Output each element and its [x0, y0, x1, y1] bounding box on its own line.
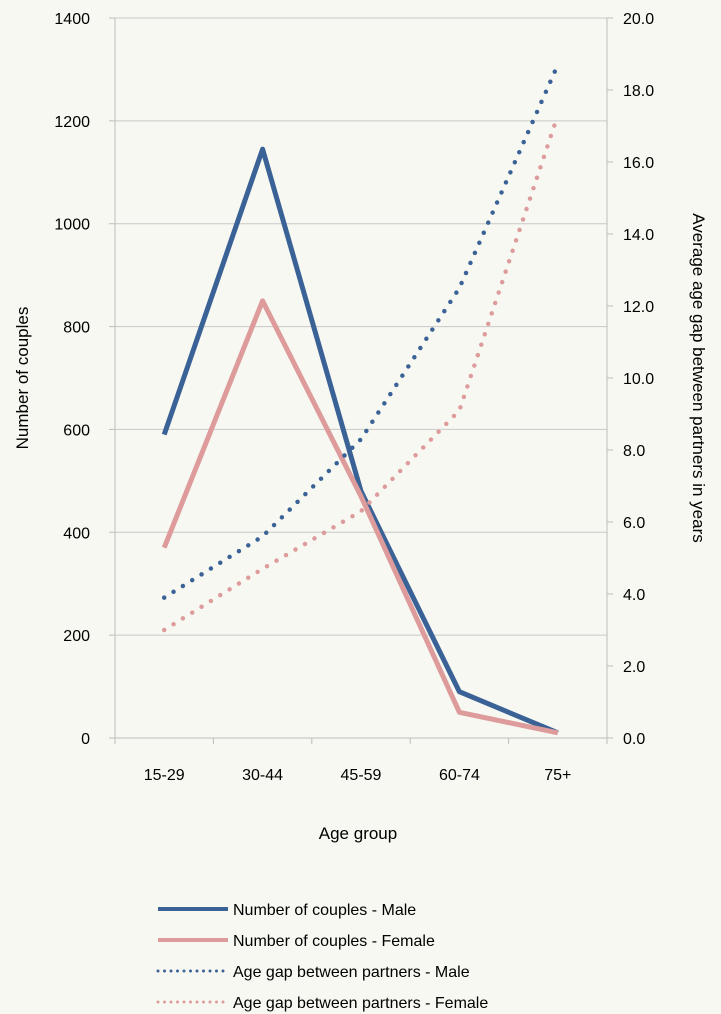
right-tick-label: 16.0 [623, 155, 654, 172]
right-tick-label: 6.0 [623, 515, 645, 532]
left-tick-label: 1200 [54, 114, 90, 131]
x-axis-title: Age group [319, 824, 397, 843]
legend: Number of couples - Male Number of couple… [156, 902, 488, 1012]
x-tick-label: 75+ [544, 767, 571, 784]
right-y-axis-title: Average age gap between partners in year… [689, 213, 708, 543]
right-tick-label: 20.0 [623, 11, 654, 28]
left-tick-label: 400 [63, 525, 90, 542]
axes [109, 17, 613, 744]
x-tick-label: 15-29 [144, 767, 185, 784]
legend-label: Age gap between partners - Male [233, 964, 470, 981]
left-tick-label: 0 [81, 731, 90, 748]
left-tick-label: 1000 [54, 217, 90, 234]
legend-label: Number of couples - Male [233, 902, 416, 919]
x-tick-label: 60-74 [439, 767, 480, 784]
left-tick-label: 1400 [54, 11, 90, 28]
right-tick-label: 12.0 [623, 299, 654, 316]
right-tick-label: 18.0 [623, 83, 654, 100]
tick-labels: 0 200 400 600 800 1000 1200 1400 0.0 2.0 4.0 6.0 8.0… [54, 11, 654, 784]
right-tick-label: 4.0 [623, 587, 645, 604]
right-tick-label: 2.0 [623, 659, 645, 676]
x-tick-label: 45-59 [341, 767, 382, 784]
legend-label: Age gap between partners - Female [233, 995, 488, 1012]
left-tick-label: 200 [63, 628, 90, 645]
series-line-1 [161, 298, 559, 736]
left-tick-label: 600 [63, 422, 90, 439]
series-line-2 [161, 62, 561, 600]
right-tick-label: 8.0 [623, 443, 645, 460]
x-tick-label: 30-44 [242, 767, 283, 784]
legend-label: Number of couples - Female [233, 933, 435, 950]
right-tick-label: 14.0 [623, 227, 654, 244]
right-tick-label: 0.0 [623, 731, 645, 748]
series-line-3 [161, 112, 561, 633]
right-tick-label: 10.0 [623, 371, 654, 388]
gridlines [115, 17, 607, 739]
series-lines [161, 62, 561, 736]
left-y-axis-title: Number of couples [13, 307, 32, 450]
left-tick-label: 800 [63, 320, 90, 337]
